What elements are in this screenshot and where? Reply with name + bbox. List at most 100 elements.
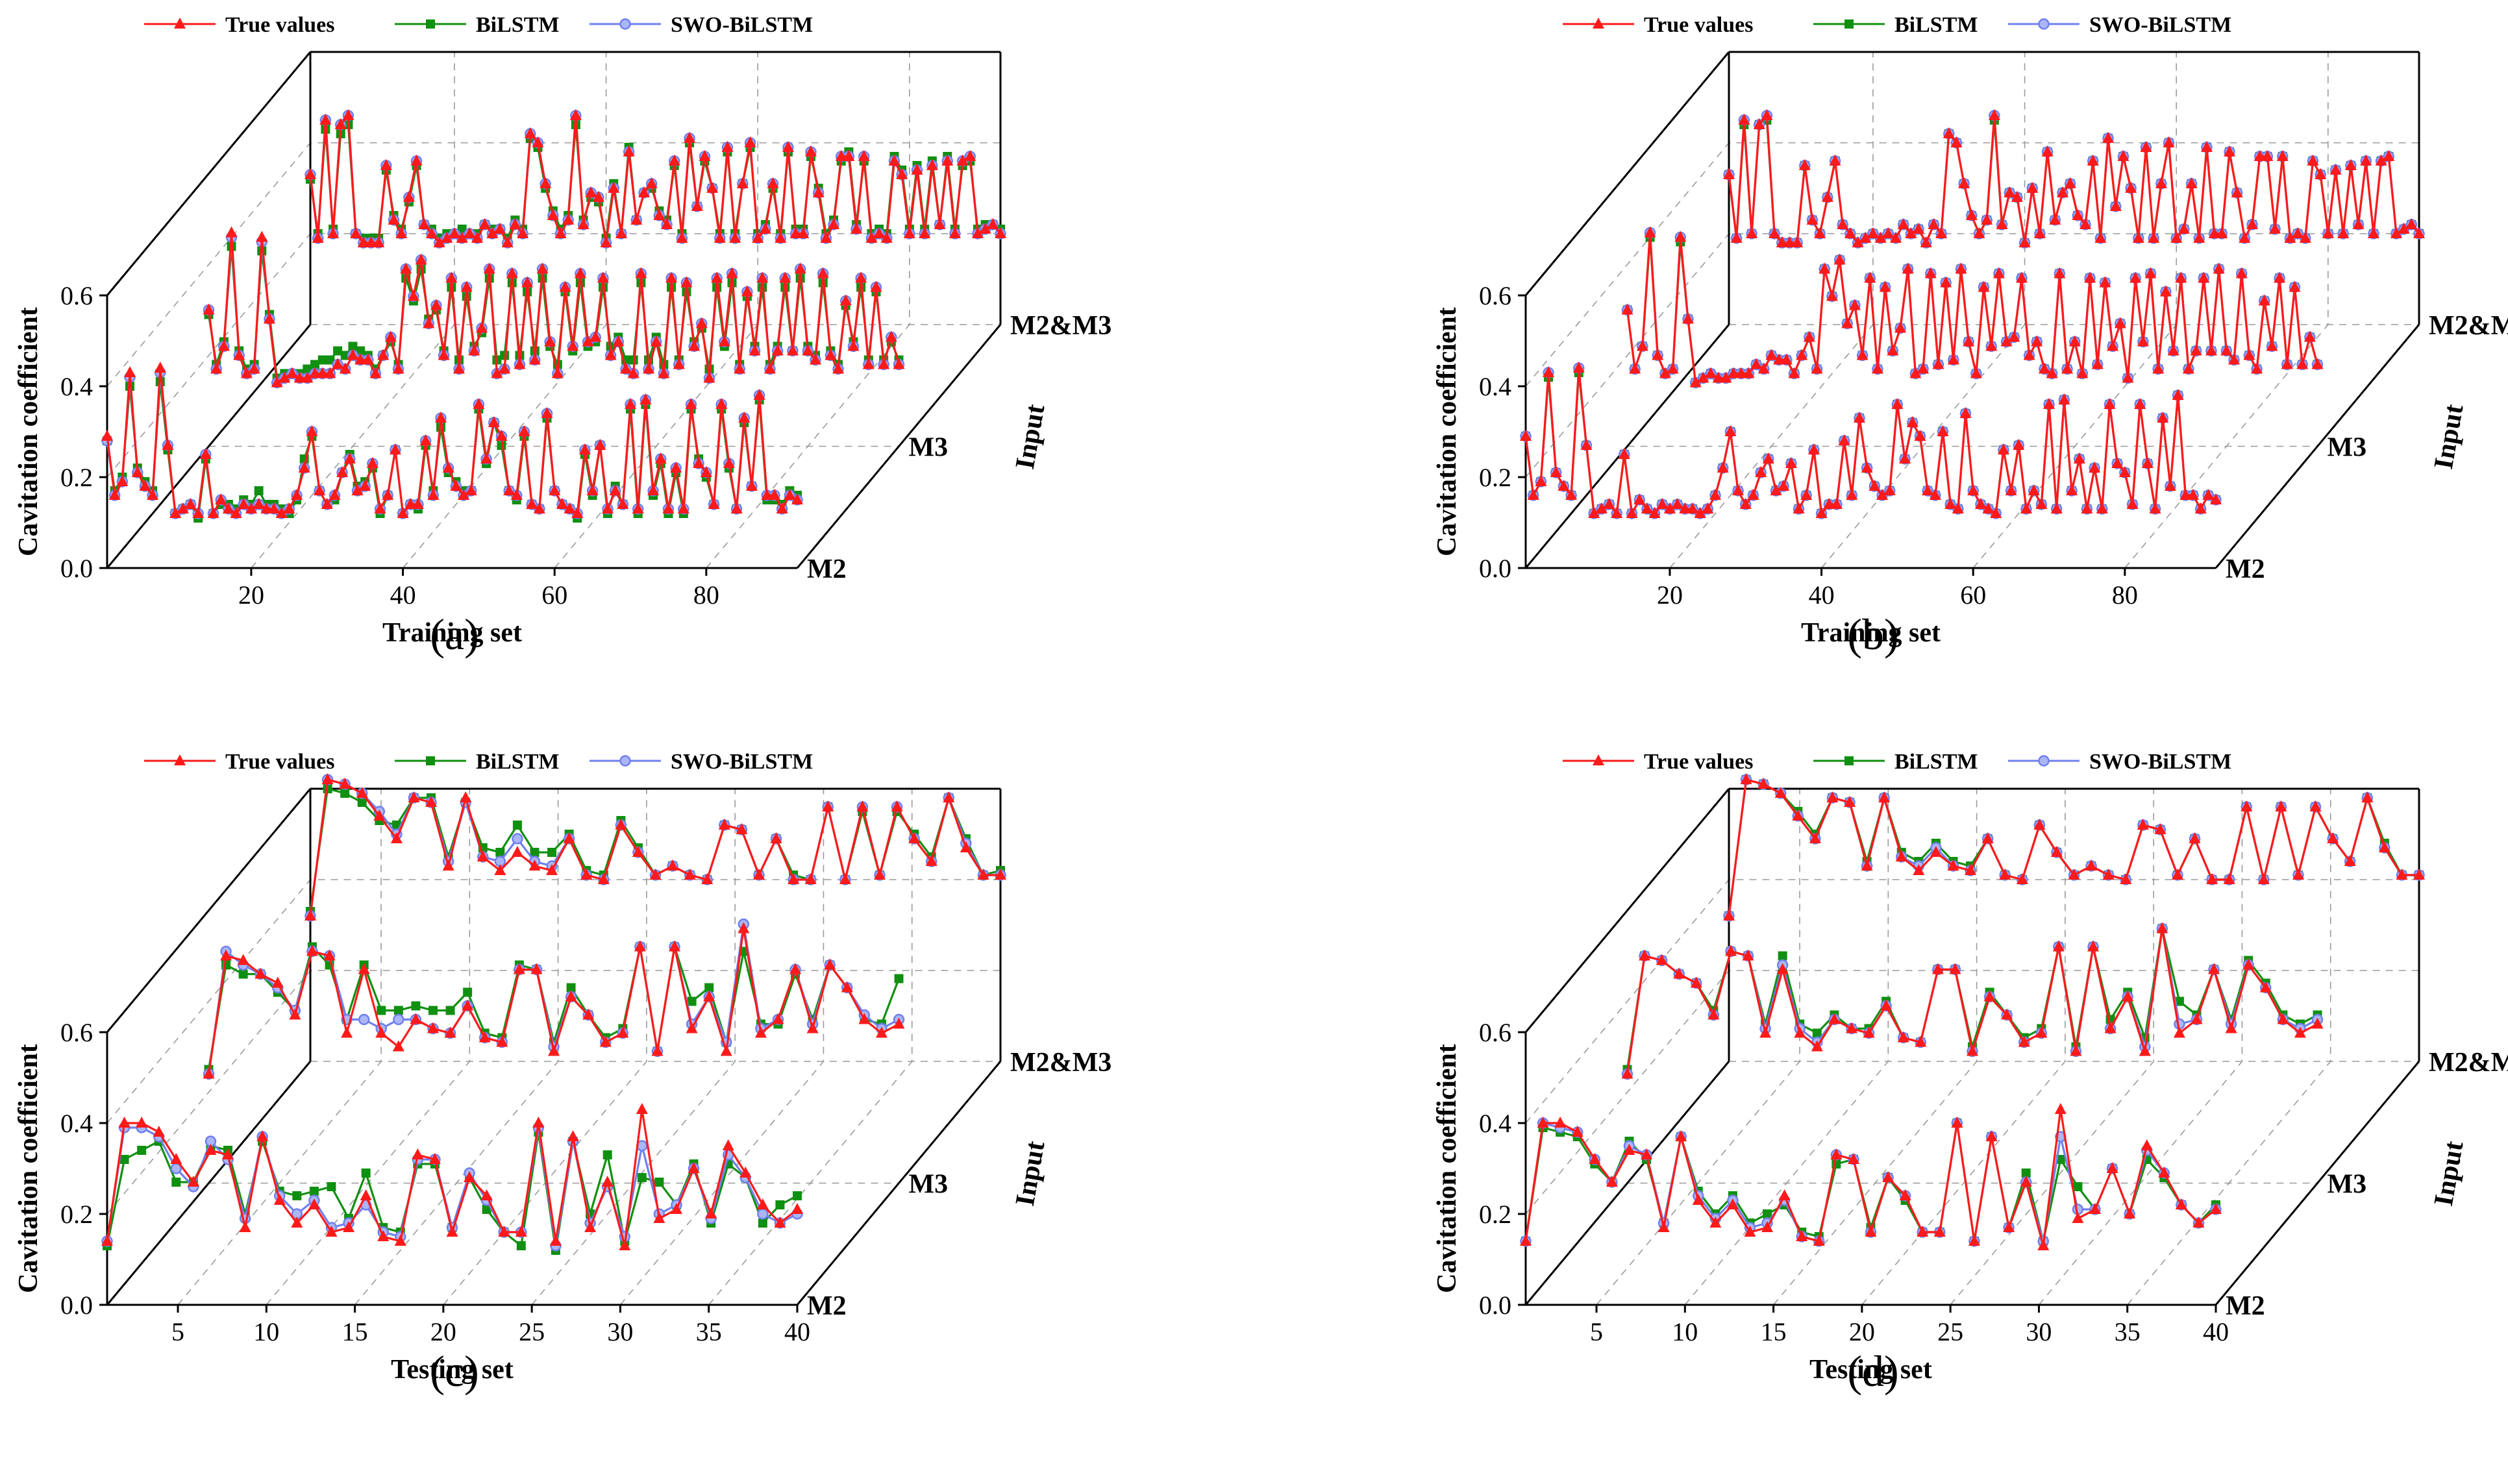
true-values-point bbox=[139, 480, 151, 491]
true-values-point bbox=[775, 232, 787, 243]
x-tick-label: 80 bbox=[2112, 580, 2138, 610]
true-values-point bbox=[638, 186, 650, 197]
true-values-point bbox=[498, 1226, 510, 1237]
true-values-point bbox=[2327, 832, 2339, 843]
true-values-point bbox=[865, 232, 878, 243]
true-values-point bbox=[1902, 262, 1914, 274]
y-tick-label: 0.6 bbox=[1479, 281, 1511, 310]
true-values-point bbox=[415, 253, 427, 265]
true-values-point bbox=[2104, 1022, 2117, 1033]
legend-label: SWO-BiLSTM bbox=[671, 13, 813, 37]
true-values-point bbox=[643, 362, 655, 374]
true-values-point bbox=[1723, 168, 1735, 179]
true-values-point bbox=[366, 457, 379, 468]
true-values-point bbox=[2118, 466, 2131, 477]
true-values-point bbox=[442, 859, 454, 871]
true-values-point bbox=[1571, 1126, 1583, 1137]
true-values-point bbox=[392, 362, 404, 374]
true-values-point bbox=[987, 218, 999, 229]
true-values-point bbox=[2172, 389, 2184, 400]
true-values-point bbox=[759, 223, 771, 234]
bilstm-point bbox=[361, 1169, 371, 1178]
true-values-point bbox=[389, 443, 401, 454]
true-values-point bbox=[1658, 1221, 1670, 1232]
series-M2 bbox=[1520, 362, 2222, 519]
x-tick-label: 60 bbox=[1960, 580, 1986, 610]
panel-label: (a) bbox=[430, 610, 478, 659]
true-values-point bbox=[2049, 214, 2061, 225]
true-values-point bbox=[336, 466, 349, 477]
true-values-point bbox=[580, 869, 593, 880]
bilstm-point bbox=[547, 848, 557, 857]
true-values-point bbox=[1882, 227, 1894, 238]
true-values-point bbox=[676, 232, 688, 243]
true-values-point bbox=[2137, 819, 2149, 830]
true-values-point bbox=[2154, 823, 2167, 834]
true-values-point bbox=[688, 1162, 700, 1173]
true-values-point bbox=[843, 150, 855, 161]
true-values-point bbox=[2122, 990, 2134, 1002]
true-values-point bbox=[2311, 1017, 2324, 1029]
true-values-point bbox=[1999, 869, 2011, 880]
legend-marker bbox=[1593, 18, 1604, 29]
true-values-point bbox=[1580, 439, 1593, 450]
true-values-point bbox=[2114, 317, 2126, 328]
true-values-point bbox=[693, 457, 705, 468]
true-values-point bbox=[1707, 1008, 1720, 1020]
true-values-point bbox=[510, 489, 523, 500]
true-values-point bbox=[1739, 498, 1752, 509]
true-values-point bbox=[321, 498, 333, 509]
true-values-point bbox=[2122, 371, 2134, 383]
y-tick-label: 0.4 bbox=[1479, 1109, 1511, 1138]
true-values-point bbox=[339, 778, 351, 789]
true-values-point bbox=[726, 267, 738, 278]
legend-marker bbox=[174, 754, 186, 765]
true-values-point bbox=[1659, 367, 1671, 378]
true-values-point bbox=[817, 267, 829, 278]
true-values-point bbox=[828, 218, 840, 229]
true-values-point bbox=[1940, 276, 1952, 288]
true-values-point bbox=[1978, 280, 1990, 292]
true-values-point bbox=[1720, 371, 1732, 383]
true-values-point bbox=[1794, 1026, 1806, 1038]
true-values-point bbox=[2198, 271, 2210, 283]
true-values-point bbox=[2004, 186, 2016, 197]
true-values-point bbox=[2243, 349, 2255, 360]
true-values-point bbox=[615, 819, 627, 830]
true-values-point bbox=[577, 218, 590, 229]
true-values-point bbox=[636, 1103, 648, 1114]
true-values-point bbox=[528, 859, 541, 871]
true-values-point bbox=[2225, 1022, 2237, 1033]
true-values-point bbox=[609, 484, 621, 495]
true-values-point bbox=[2303, 330, 2316, 342]
bilstm-point bbox=[1763, 1209, 1772, 1218]
true-values-point bbox=[1856, 349, 1869, 360]
true-values-point bbox=[1776, 236, 1788, 247]
true-values-point bbox=[325, 1226, 338, 1237]
true-values-point bbox=[2084, 271, 2096, 283]
true-values-point bbox=[468, 344, 480, 356]
true-values-point bbox=[2096, 502, 2108, 513]
true-values-point bbox=[2020, 502, 2032, 513]
true-values-point bbox=[738, 412, 751, 423]
axis-line bbox=[796, 1061, 1002, 1305]
true-values-point bbox=[514, 358, 526, 369]
true-values-point bbox=[2378, 841, 2390, 852]
true-values-point bbox=[1724, 425, 1737, 436]
true-values-point bbox=[486, 227, 499, 238]
true-values-point bbox=[499, 362, 511, 374]
true-values-point bbox=[2190, 344, 2202, 356]
true-values-point bbox=[2035, 498, 2048, 509]
bilstm-point bbox=[1778, 951, 1787, 961]
true-values-point bbox=[394, 1235, 406, 1246]
true-values-point bbox=[1757, 362, 1770, 374]
grid-line bbox=[797, 789, 1001, 1305]
x-tick-label: 5 bbox=[1590, 1317, 1603, 1346]
chart-panel: 0.0 0.2 0.4 0.6 5 10 15 20 25 30 35 40 Testing set Ca… bbox=[14, 750, 1111, 1396]
true-values-point bbox=[2026, 182, 2039, 193]
true-values-point bbox=[925, 855, 937, 866]
true-values-point bbox=[1889, 232, 1902, 243]
true-values-point bbox=[239, 1221, 251, 1232]
true-values-point bbox=[184, 498, 197, 509]
true-values-point bbox=[1920, 236, 1932, 247]
